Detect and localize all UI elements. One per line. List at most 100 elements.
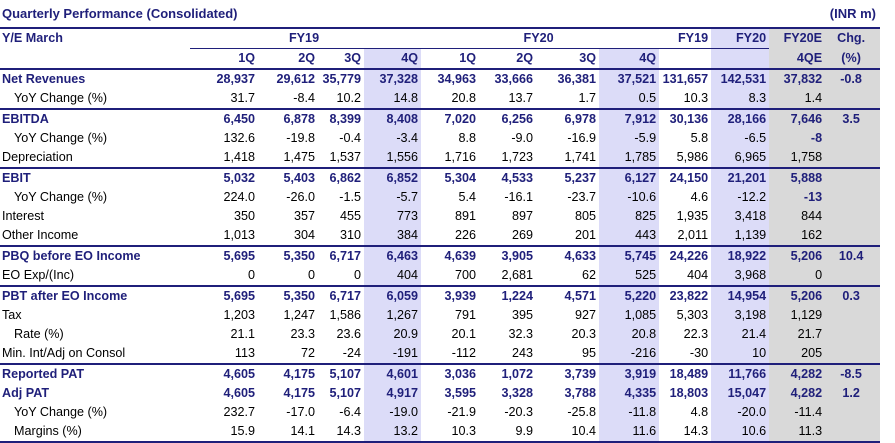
cell-value: 6,059 [364,285,422,306]
cell-value: 30,136 [659,108,712,129]
cell-value: 1,475 [283,150,315,164]
cell-value: 7,912 [599,108,660,129]
cell-value: 7,020 [421,108,480,129]
cell-value: 5,107 [329,386,361,400]
cell-value: 28,937 [190,68,258,89]
cell-value: 805 [575,209,597,223]
cell-value: 11.3 [769,422,826,443]
cell-value: 15,047 [711,384,770,403]
cell-value: -24 [342,346,361,360]
cell-value: 10.6 [711,422,770,443]
cell-value: 22.3 [683,327,709,341]
row-label: Reported PAT [0,363,190,384]
cell-value: 6,862 [318,167,364,188]
cell-value: 891 [455,209,477,223]
cell-value: 4.8 [690,405,709,419]
cell-value: 5,220 [599,285,660,306]
table-row: YoY Change (%) 132.6 -19.8 -0.4 -3.4 8.8 -9.0 -… [0,129,881,148]
cell-value: 5,206 [769,285,826,306]
table-row: Net Revenues 28,937 29,612 35,779 37,328 34,9… [0,68,881,89]
row-label: YoY Change (%) [14,190,108,204]
cell-value: 1,267 [364,306,422,325]
cell-value: 8.8 [458,131,477,145]
cell-value: 700 [455,268,477,282]
cell-value: -0.8 [825,68,881,89]
cell-value: 1,013 [223,228,255,242]
cell-value: 20.9 [364,325,422,344]
cell-value: 3,595 [444,386,477,400]
quarter-header: 4Q [599,48,660,69]
cell-value [825,188,881,207]
row-label: Depreciation [2,150,73,164]
cell-value: 15.9 [190,422,258,443]
cell-value: 791 [455,308,477,322]
cell-value: 525 [599,266,660,286]
cell-value: 8,399 [318,108,364,129]
cell-value: -30 [689,346,709,360]
cell-value: 1,224 [479,285,537,306]
cell-value: 4,917 [364,384,422,403]
cell-value: 3,418 [711,207,770,226]
cell-value: 6,717 [318,285,364,306]
cell-value: 132.6 [223,131,255,145]
cell-value: 1.4 [769,89,826,109]
cell-value: -23.7 [567,190,597,204]
cell-value [825,403,881,422]
row-label: Min. Int/Adj on Consol [2,346,126,360]
cell-value: 6,978 [536,108,600,129]
cell-value: 1,758 [769,148,826,168]
cell-value: 1,716 [444,150,477,164]
header-row-quarters: 1Q 2Q 3Q 4Q 1Q 2Q 3Q 4Q 4QE (%) [0,48,881,69]
cell-value: 18,803 [669,386,709,400]
cell-value: 5,237 [536,167,600,188]
cell-value: 34,963 [421,68,480,89]
cell-value: 5,303 [676,308,709,322]
cell-value: 3,198 [711,306,770,325]
row-label: PBT after EO Income [0,285,190,306]
table-row: EBITDA 6,450 6,878 8,399 8,408 7,020 6,256 6,97… [0,108,881,129]
cell-value: 10 [711,344,770,364]
cell-value: -8.4 [293,91,315,105]
cell-value: 20.1 [451,327,477,341]
cell-value: 773 [364,207,422,226]
cell-value: 4,175 [258,363,318,384]
cell-value [825,129,881,148]
cell-value: 6,127 [599,167,660,188]
cell-value: 395 [512,308,534,322]
cell-value: -19.0 [364,403,422,422]
cell-value: 18,489 [659,363,712,384]
cell-value: 21.7 [769,325,826,344]
cell-value: 23.6 [336,327,361,341]
cell-value: 1,203 [223,308,255,322]
cell-value: 0.3 [825,285,881,306]
row-label: YoY Change (%) [14,405,108,419]
cell-value: 4,601 [364,363,422,384]
cell-value: 269 [512,228,534,242]
cell-value: 162 [769,226,826,246]
cell-value [825,207,881,226]
cell-value: 3,905 [479,245,537,266]
cell-value: 1,785 [599,148,660,168]
cell-value: 897 [512,209,534,223]
cell-value: 4,605 [190,363,258,384]
cell-value: 11.6 [599,422,660,443]
cell-value: -6.4 [339,405,361,419]
cell-value: 33,666 [479,68,537,89]
cell-value: 21.4 [711,325,770,344]
cell-value: 14.3 [318,422,364,443]
cell-value: 24,150 [659,167,712,188]
cell-value: 1,247 [283,308,315,322]
cell-value: 23,822 [659,285,712,306]
cell-value: -8.5 [825,363,881,384]
cell-value [825,422,881,443]
cell-value: 32.3 [508,327,534,341]
cell-value: 24,226 [659,245,712,266]
quarterly-performance-table: Y/E March FY19 FY20 FY19 FY20 FY20E Chg.… [0,27,881,443]
cell-value: 243 [512,346,534,360]
table-row: Rate (%) 21.1 23.3 23.6 20.9 20.1 32.3 20.3 20.8… [0,325,881,344]
cell-value: 5,350 [258,245,318,266]
cell-value: 825 [599,207,660,226]
cell-value [825,325,881,344]
cell-value: 4.6 [690,190,709,204]
cell-value: 5,032 [190,167,258,188]
